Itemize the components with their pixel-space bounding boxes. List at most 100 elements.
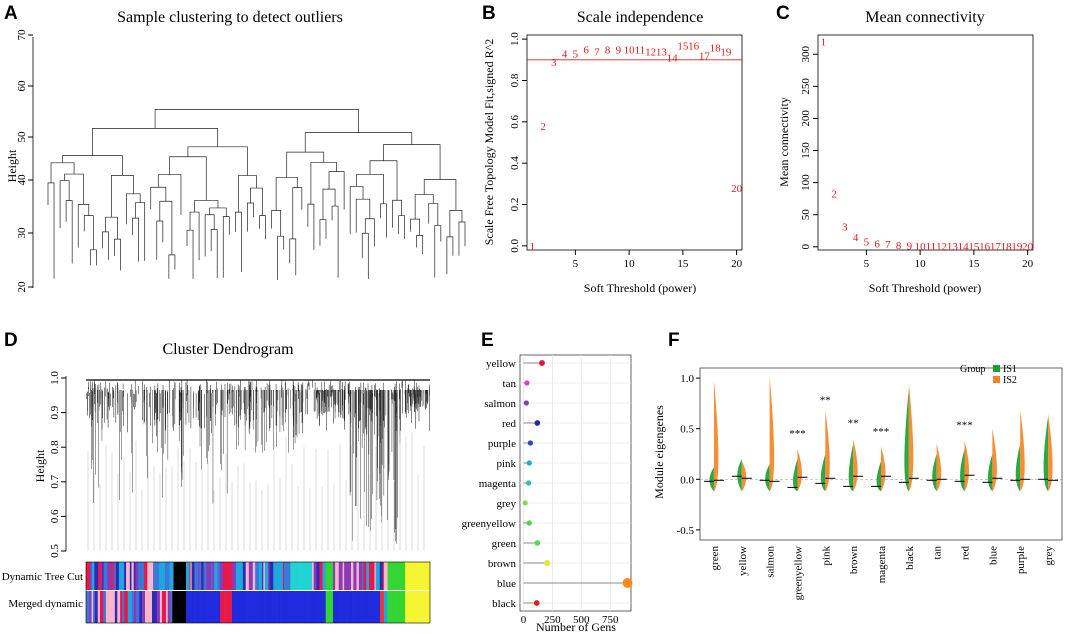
module-color-segment: [376, 591, 379, 623]
violin-is2: [853, 438, 858, 492]
violin-is1: [737, 459, 742, 492]
module-color-segment: [195, 591, 199, 623]
module-color-segment: [263, 591, 266, 623]
module-color-segment: [338, 562, 342, 590]
data-point-label: 8: [605, 44, 611, 56]
panel-a-branch: [92, 128, 219, 156]
module-color-segment: [217, 562, 220, 590]
module-color-segment: [387, 591, 389, 623]
module-color-segment: [392, 562, 397, 590]
panel-a-branch: [356, 173, 384, 204]
panel-a-branch: [328, 171, 345, 204]
module-color-segment: [411, 562, 415, 590]
panel-a-branch: [250, 187, 263, 216]
module-color-segment: [126, 562, 131, 590]
module-color-segment: [296, 591, 302, 623]
data-point-label: 10: [624, 44, 636, 56]
panel-a-branch: [210, 229, 218, 272]
module-color-segment: [282, 562, 285, 590]
module-color-segment: [392, 591, 397, 623]
module-color-segment: [325, 562, 329, 590]
panel-a-dendrogram: [47, 109, 466, 280]
panel-a-branch: [434, 225, 442, 272]
module-color-segment: [122, 591, 125, 623]
data-point-label: 3: [551, 57, 557, 69]
module-color-segment: [419, 591, 422, 623]
module-color-segment: [346, 591, 350, 623]
panel-d-row1-label: Dynamic Tree Cut: [2, 571, 83, 583]
panel-a-branch: [187, 146, 248, 176]
data-point-label: 16: [979, 241, 991, 253]
module-color-segment: [187, 591, 191, 623]
lollipop-dot: [539, 360, 545, 366]
violin-is2: [992, 428, 997, 492]
module-color-segment: [179, 562, 183, 590]
lollipop-dot: [524, 380, 530, 386]
panel-c: C Mean connectivity Soft Threshold (powe…: [776, 3, 1034, 295]
panel-d-ytick-label: 0.6: [49, 509, 61, 523]
panel-f-category-label: yellow: [737, 546, 749, 576]
module-color-segment: [232, 562, 237, 590]
module-color-segment: [118, 562, 123, 590]
panel-e-xtick-label: 500: [573, 614, 590, 626]
module-color-segment: [124, 591, 129, 623]
module-color-segment: [268, 562, 270, 590]
violin-is2: [769, 376, 775, 492]
module-color-segment: [243, 591, 246, 623]
module-color-segment: [226, 591, 231, 623]
module-color-segment: [230, 591, 233, 623]
module-color-segment: [316, 591, 319, 623]
data-point-label: 15: [677, 40, 689, 52]
data-point-label: 13: [656, 47, 668, 59]
module-color-segment: [107, 562, 112, 590]
panel-b-yticks: 0.0 0.2 0.4 0.6 0.8 1.0: [509, 32, 527, 253]
module-color-segment: [145, 591, 148, 623]
panel-a-ytick: 20: [16, 281, 28, 293]
panel-e-category-label: pink: [496, 458, 516, 470]
data-point-label: 4: [853, 232, 859, 244]
violin-is1: [987, 454, 993, 492]
legend-swatch-is2: [993, 376, 1000, 383]
module-color-segment: [417, 562, 420, 590]
module-color-segment: [99, 591, 104, 623]
data-point-label: 17: [699, 51, 711, 63]
panel-f-category-label: pink: [820, 546, 832, 566]
panel-a-branch: [150, 186, 167, 204]
module-color-segment: [328, 591, 331, 623]
panel-a-branch: [355, 198, 371, 227]
lollipop-dot: [522, 500, 528, 506]
panel-d-bar-frame: [85, 561, 431, 624]
panel-a-branch: [102, 231, 109, 254]
module-color-segment: [172, 591, 174, 623]
panel-e-grid: [520, 355, 631, 611]
module-color-segment: [245, 591, 248, 623]
x-tick-label: 20: [1022, 258, 1034, 270]
panel-d-ytick-label: 0.9: [49, 405, 61, 419]
module-color-segment: [258, 562, 263, 590]
panel-d-ytick-label: 0.8: [49, 440, 61, 454]
module-color-segment: [105, 591, 111, 623]
violin-is1: [1015, 443, 1021, 492]
panel-a-branch: [331, 205, 339, 272]
data-point-label: 6: [874, 239, 880, 251]
module-color-segment: [342, 562, 345, 590]
module-color-segment: [186, 562, 190, 590]
module-color-segment: [359, 591, 363, 623]
panel-b-letter: B: [482, 3, 496, 24]
module-color-segment: [186, 591, 188, 623]
x-tick-label: 10: [915, 258, 927, 270]
module-color-segment: [356, 591, 361, 623]
panel-e: E yellow tan salmon red purple pink magenta gre…: [462, 330, 633, 634]
module-color-segment: [408, 591, 411, 623]
module-color-segment: [290, 562, 295, 590]
module-color-segment: [300, 591, 304, 623]
module-color-segment: [164, 562, 168, 590]
module-color-segment: [353, 562, 357, 590]
module-color-segment: [372, 562, 375, 590]
significance-label: ***: [873, 426, 890, 438]
panel-a-branch: [271, 210, 282, 237]
panel-a-branch: [307, 203, 315, 244]
panel-c-xlabel: Soft Threshold (power): [869, 281, 981, 295]
panel-a-branch: [114, 238, 121, 265]
panel-e-category-label: tan: [503, 378, 517, 390]
